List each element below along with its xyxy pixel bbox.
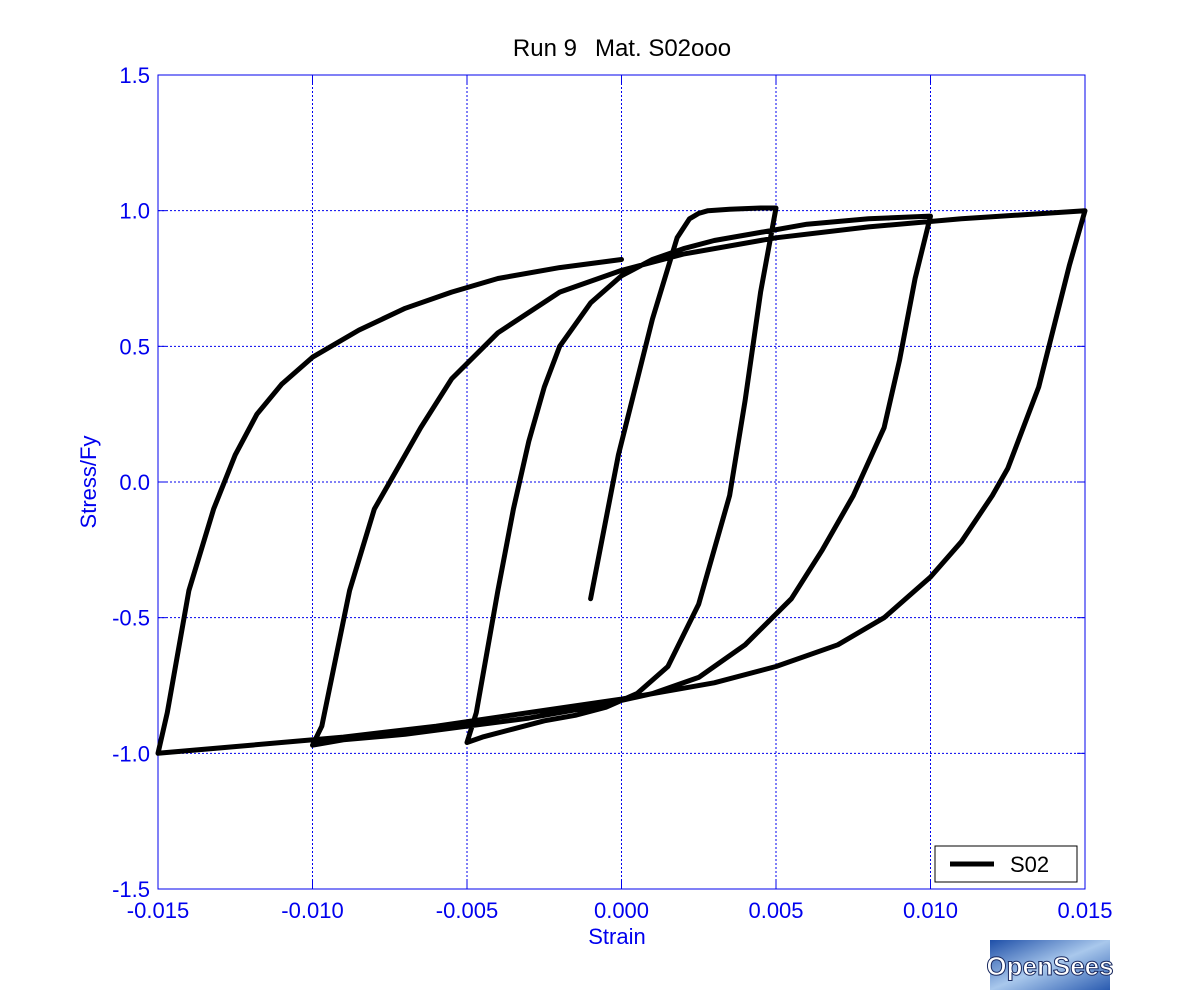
y-tick-label: 0.0 — [119, 470, 150, 495]
chart-title: Run 9 Mat. S02ooo — [513, 35, 731, 62]
y-axis-label: Stress/Fy — [76, 436, 101, 529]
y-tick-label: 1.0 — [119, 199, 150, 224]
opensees-logo: OpenSees — [986, 940, 1114, 990]
x-tick-label: -0.005 — [436, 898, 498, 923]
logo-text: OpenSees — [986, 951, 1113, 981]
y-tick-label: -0.5 — [112, 606, 150, 631]
x-tick-label: 0.010 — [903, 898, 958, 923]
x-tick-label: -0.015 — [127, 898, 189, 923]
legend-label-s02: S02 — [1010, 852, 1049, 877]
y-tick-label: 1.5 — [119, 63, 150, 88]
y-tick-label: 0.5 — [119, 334, 150, 359]
chart-title-material: Mat. S02ooo — [595, 35, 731, 62]
grid — [158, 75, 1085, 889]
series-layer — [155, 205, 1088, 756]
x-tick-label: 0.005 — [748, 898, 803, 923]
y-tick-label: -1.0 — [112, 741, 150, 766]
series-line-s02 — [155, 205, 1088, 756]
x-tick-label: 0.015 — [1057, 898, 1112, 923]
axis-ticks: -0.015 -0.010 -0.005 0.000 0.005 0.010 0.015 -1… — [112, 63, 1112, 923]
plot-area-frame — [157, 74, 1086, 890]
legend: S02 — [934, 845, 1078, 883]
x-tick-label: 0.000 — [594, 898, 649, 923]
chart-title-run: Run 9 — [513, 35, 577, 62]
logo-background — [990, 940, 1110, 990]
x-axis-label: Strain — [588, 924, 645, 949]
x-tick-label: -0.010 — [281, 898, 343, 923]
y-tick-label: -1.5 — [112, 877, 150, 902]
